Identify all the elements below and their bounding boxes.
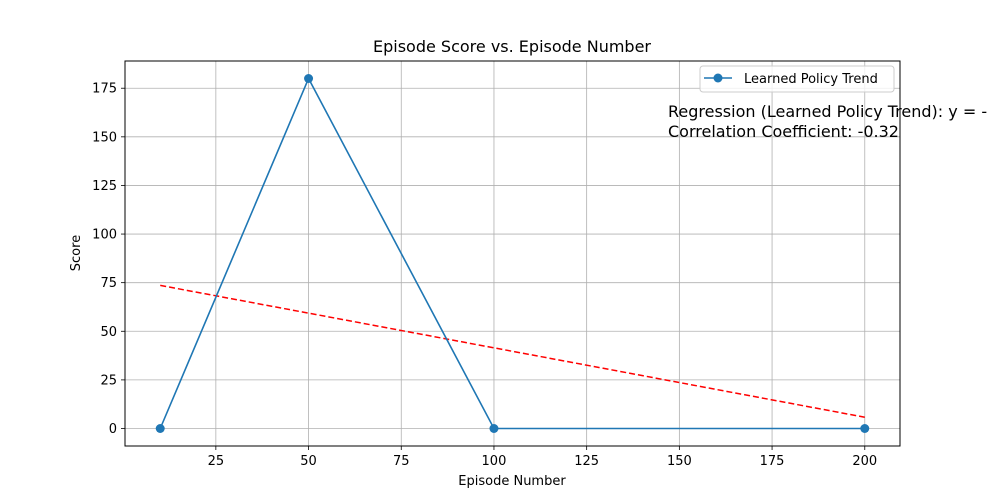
- data-point: [489, 424, 499, 433]
- x-tick-label: 175: [760, 454, 785, 469]
- x-tick-label: 75: [393, 454, 410, 469]
- data-point: [155, 424, 165, 433]
- regression-annotation: Regression (Learned Policy Trend): y = -: [668, 102, 987, 121]
- correlation-annotation: Correlation Coefficient: -0.32: [668, 122, 899, 141]
- y-tick-label: 25: [100, 373, 117, 388]
- y-tick-label: 50: [100, 325, 117, 340]
- y-tick-label: 125: [92, 179, 117, 194]
- series-group: [155, 74, 870, 433]
- y-axis-title: Score: [69, 235, 84, 271]
- grid: [125, 61, 900, 446]
- y-tick-label: 100: [92, 228, 117, 243]
- x-tick-label: 50: [300, 454, 317, 469]
- y-tick-label: 150: [92, 130, 117, 145]
- legend-series-label: Learned Policy Trend: [744, 72, 878, 87]
- y-tick-label: 0: [109, 422, 117, 437]
- series-line: [159, 76, 865, 430]
- data-point: [860, 424, 870, 433]
- x-tick-label: 150: [667, 454, 692, 469]
- data-point: [304, 74, 314, 83]
- plot-frame: [124, 60, 901, 447]
- legend-box: [699, 65, 895, 93]
- legend-series-marker: [713, 73, 723, 83]
- regression-line: [160, 284, 865, 418]
- legend: Learned Policy Trend: [699, 65, 895, 93]
- y-tick-label: 175: [92, 82, 117, 97]
- x-tick-label: 125: [574, 454, 599, 469]
- x-tick-label: 25: [208, 454, 225, 469]
- y-tick-label: 75: [100, 276, 117, 291]
- regression-line-group: [160, 284, 865, 418]
- x-tick-label: 100: [482, 454, 507, 469]
- chart-title: Episode Score vs. Episode Number: [373, 37, 651, 56]
- x-axis-title: Episode Number: [458, 474, 566, 489]
- x-tick-label: 200: [852, 454, 877, 469]
- ticks: 25 50 75 100 125 150 175 200 0 25 50 75 100 125 150 175: [92, 82, 877, 469]
